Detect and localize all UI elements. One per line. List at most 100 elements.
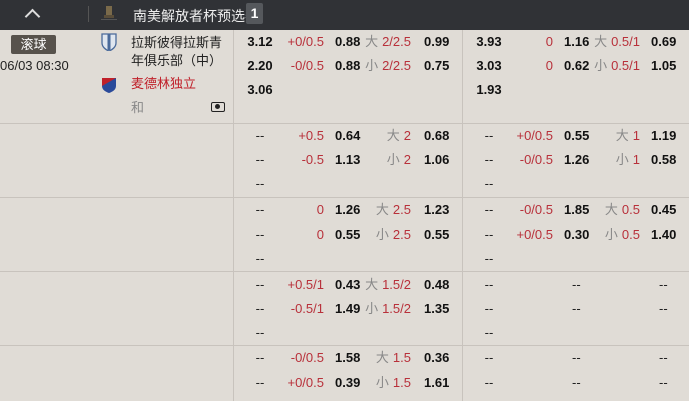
chevron-up-icon[interactable] bbox=[24, 8, 41, 25]
handicap-odds[interactable]: 0.43 bbox=[335, 277, 361, 292]
over-under-label: 小 bbox=[365, 301, 379, 316]
handicap-odds[interactable]: 0.39 bbox=[335, 375, 361, 390]
1x2-odds[interactable]: -- bbox=[255, 301, 265, 316]
1x2-odds[interactable]: -- bbox=[255, 277, 265, 292]
away-team-name[interactable]: 麦德林独立 bbox=[131, 76, 197, 91]
1x2-odds[interactable]: -- bbox=[484, 202, 494, 217]
over-under-odds[interactable]: 0.36 bbox=[424, 350, 450, 365]
handicap-line: 0 bbox=[316, 227, 324, 242]
1x2-odds[interactable]: -- bbox=[484, 277, 494, 292]
over-under-odds[interactable]: 0.48 bbox=[424, 277, 450, 292]
1x2-odds[interactable]: -- bbox=[484, 350, 494, 365]
1x2-odds[interactable]: 1.93 bbox=[476, 82, 502, 97]
1x2-odds[interactable]: -- bbox=[255, 251, 265, 266]
1x2-odds[interactable]: -- bbox=[255, 350, 265, 365]
handicap-odds[interactable]: 0.62 bbox=[564, 58, 590, 73]
1x2-odds[interactable]: 3.06 bbox=[247, 82, 273, 97]
1x2-odds[interactable]: -- bbox=[484, 301, 494, 316]
over-under-line: 小 0.5/1 bbox=[570, 58, 640, 74]
1x2-odds[interactable]: -- bbox=[255, 152, 265, 167]
handicap-line: -0/0.5 bbox=[519, 202, 553, 217]
over-under-line: 大 2/2.5 bbox=[341, 34, 411, 50]
handicap-line: +0.5 bbox=[298, 128, 324, 143]
over-under-value: 2/2.5 bbox=[382, 34, 411, 49]
over-under-label: 大 bbox=[386, 128, 400, 143]
handicap-odds[interactable]: -- bbox=[572, 375, 581, 390]
handicap-odds[interactable]: 0.55 bbox=[335, 227, 361, 242]
1x2-odds[interactable]: -- bbox=[484, 251, 494, 266]
handicap-odds[interactable]: 0.88 bbox=[335, 58, 361, 73]
league-name[interactable]: 南美解放者杯预选赛 bbox=[133, 8, 259, 24]
handicap-line: -0/0.5 bbox=[519, 152, 553, 167]
over-under-value: 2.5 bbox=[392, 227, 411, 242]
1x2-odds[interactable]: -- bbox=[484, 227, 494, 242]
over-under-odds[interactable]: 1.40 bbox=[651, 227, 677, 242]
1x2-odds[interactable]: -- bbox=[255, 128, 265, 143]
over-under-odds[interactable]: -- bbox=[659, 301, 668, 316]
1x2-odds[interactable]: -- bbox=[484, 375, 494, 390]
handicap-line: -0.5/1 bbox=[290, 301, 324, 316]
over-under-line: 大 1.5 bbox=[341, 350, 411, 366]
1x2-odds[interactable]: -- bbox=[255, 202, 265, 217]
handicap-odds[interactable]: 1.85 bbox=[564, 202, 590, 217]
over-under-odds[interactable]: 0.45 bbox=[651, 202, 677, 217]
over-under-line: 小 2.5 bbox=[341, 227, 411, 243]
home-team-name[interactable]: 拉斯彼得拉斯青年俱乐部（中） bbox=[131, 35, 223, 68]
over-under-value: 1.5 bbox=[392, 375, 411, 390]
handicap-odds[interactable]: -- bbox=[572, 350, 581, 365]
1x2-odds[interactable]: -- bbox=[484, 176, 494, 191]
handicap-odds[interactable]: 1.49 bbox=[335, 301, 361, 316]
over-under-label: 小 bbox=[365, 58, 379, 73]
handicap-line: 0 bbox=[545, 58, 553, 73]
over-under-odds[interactable]: 0.58 bbox=[651, 152, 677, 167]
over-under-odds[interactable]: -- bbox=[659, 277, 668, 292]
over-under-odds[interactable]: 1.35 bbox=[424, 301, 450, 316]
1x2-odds[interactable]: -- bbox=[484, 128, 494, 143]
handicap-line: 0 bbox=[545, 34, 553, 49]
draw-label: 和 bbox=[131, 100, 145, 115]
1x2-odds[interactable]: -- bbox=[255, 325, 265, 340]
over-under-odds[interactable]: 1.61 bbox=[424, 375, 450, 390]
over-under-odds[interactable]: 0.69 bbox=[651, 34, 677, 49]
handicap-odds[interactable]: 0.55 bbox=[564, 128, 590, 143]
1x2-odds[interactable]: 3.12 bbox=[247, 34, 273, 49]
1x2-odds[interactable]: -- bbox=[255, 375, 265, 390]
over-under-value: 0.5 bbox=[621, 227, 640, 242]
camera-icon[interactable] bbox=[211, 102, 225, 112]
1x2-odds[interactable]: 3.03 bbox=[476, 58, 502, 73]
over-under-value: 1.5/2 bbox=[382, 277, 411, 292]
handicap-odds[interactable]: 0.30 bbox=[564, 227, 590, 242]
over-under-line: 小 1.5 bbox=[341, 375, 411, 391]
handicap-line: +0/0.5 bbox=[516, 227, 553, 242]
over-under-odds[interactable]: 0.75 bbox=[424, 58, 450, 73]
over-under-odds[interactable]: 1.23 bbox=[424, 202, 450, 217]
1x2-odds[interactable]: -- bbox=[255, 227, 265, 242]
handicap-odds[interactable]: 0.88 bbox=[335, 34, 361, 49]
over-under-odds[interactable]: 0.68 bbox=[424, 128, 450, 143]
handicap-odds[interactable]: -- bbox=[572, 277, 581, 292]
over-under-odds[interactable]: 1.19 bbox=[651, 128, 677, 143]
over-under-label: 大 bbox=[365, 34, 379, 49]
over-under-odds[interactable]: 0.99 bbox=[424, 34, 450, 49]
handicap-odds[interactable]: 1.13 bbox=[335, 152, 361, 167]
1x2-odds[interactable]: -- bbox=[255, 176, 265, 191]
handicap-odds[interactable]: -- bbox=[572, 301, 581, 316]
handicap-odds[interactable]: 1.16 bbox=[564, 34, 590, 49]
over-under-line: 大 1.5/2 bbox=[341, 277, 411, 293]
over-under-label: 大 bbox=[604, 202, 618, 217]
1x2-odds[interactable]: -- bbox=[484, 152, 494, 167]
1x2-odds[interactable]: 2.20 bbox=[247, 58, 273, 73]
handicap-odds[interactable]: 1.58 bbox=[335, 350, 361, 365]
1x2-odds[interactable]: -- bbox=[484, 325, 494, 340]
over-under-odds[interactable]: 1.06 bbox=[424, 152, 450, 167]
handicap-odds[interactable]: 1.26 bbox=[335, 202, 361, 217]
over-under-odds[interactable]: 0.55 bbox=[424, 227, 450, 242]
1x2-odds[interactable]: 3.93 bbox=[476, 34, 502, 49]
handicap-odds[interactable]: 0.64 bbox=[335, 128, 361, 143]
over-under-odds[interactable]: -- bbox=[659, 350, 668, 365]
over-under-value: 0.5 bbox=[621, 202, 640, 217]
match-datetime: 06/03 08:30 bbox=[0, 58, 69, 73]
over-under-odds[interactable]: -- bbox=[659, 375, 668, 390]
over-under-odds[interactable]: 1.05 bbox=[651, 58, 677, 73]
handicap-odds[interactable]: 1.26 bbox=[564, 152, 590, 167]
